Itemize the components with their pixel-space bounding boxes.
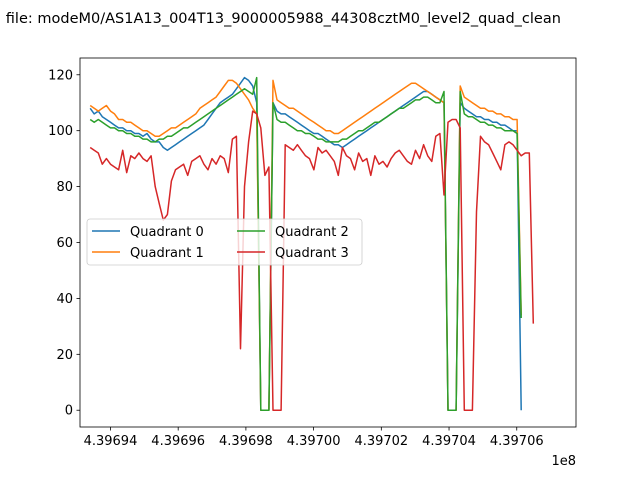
legend-label-quadrant-3: Quadrant 3 [275, 246, 349, 261]
x-offset-label: 1e8 [551, 454, 576, 469]
legend-label-quadrant-1: Quadrant 1 [130, 246, 204, 261]
y-tick-label: 0 [65, 404, 73, 419]
x-tick-label: 4.39696 [151, 434, 205, 449]
y-tick-label: 100 [48, 124, 73, 139]
x-tick-label: 4.39706 [490, 434, 544, 449]
y-tick-label: 120 [48, 68, 73, 83]
y-tick-label: 60 [56, 236, 73, 251]
y-tick-label: 80 [56, 180, 73, 195]
legend-box [86, 218, 363, 266]
y-tick-label: 40 [56, 292, 73, 307]
legend-label-quadrant-0: Quadrant 0 [130, 225, 204, 240]
chart-title: n file: modeM0/AS1A13_004T13_9000005988_… [0, 11, 561, 27]
x-tick-label: 4.39702 [354, 434, 408, 449]
x-tick-label: 4.39694 [84, 434, 138, 449]
x-tick-label: 4.39700 [287, 434, 341, 449]
legend-label-quadrant-2: Quadrant 2 [275, 225, 349, 240]
x-tick-label: 4.39704 [422, 434, 476, 449]
y-tick-label: 20 [56, 348, 73, 363]
x-tick-label: 4.39698 [219, 434, 273, 449]
series-line-quadrant-2 [89, 76, 522, 411]
